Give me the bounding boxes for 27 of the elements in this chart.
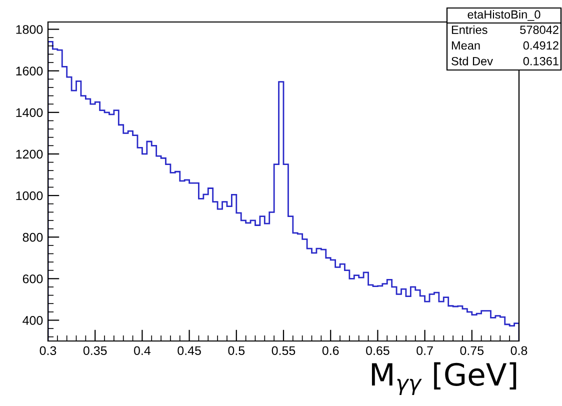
y-tick-label: 400: [22, 316, 43, 325]
annotation: Std Dev: [452, 56, 493, 66]
text: etaHistoBin_0: [468, 10, 540, 21]
y-tick-label: 1800: [16, 25, 43, 34]
x-tick-label: 0.3: [40, 346, 56, 356]
annotation: Mean: [452, 41, 480, 50]
x-tick-label: 0.45: [178, 346, 201, 356]
annotation: Entries: [452, 25, 488, 34]
x-tick-label: 0.55: [272, 346, 296, 356]
text: 0.4912: [523, 41, 558, 50]
y-tick-label: 1000: [16, 191, 43, 200]
y-tick-label: 800: [22, 232, 43, 242]
y-tick-label: 600: [22, 274, 43, 284]
x-tick-label: 0.5: [228, 346, 245, 356]
x-tick-label: 0.6: [322, 346, 339, 356]
y-tick-label: 1600: [16, 66, 43, 76]
x-tick-label: 0.35: [83, 346, 107, 356]
text: 578042: [520, 26, 558, 34]
x-tick-label: 0.7: [416, 346, 433, 356]
x-tick-label: 0.65: [366, 346, 390, 356]
y-tick-label: 1200: [16, 150, 43, 159]
x-tick-label: 0.8: [510, 346, 528, 356]
x-axis-title: M$_{γγ}$ [GeV]: [372, 362, 516, 395]
x-tick-label: 0.75: [460, 346, 484, 356]
x-tick-label: 0.4: [134, 346, 151, 356]
text: 0.1361: [523, 56, 558, 66]
y-tick-label: 1400: [16, 108, 43, 118]
